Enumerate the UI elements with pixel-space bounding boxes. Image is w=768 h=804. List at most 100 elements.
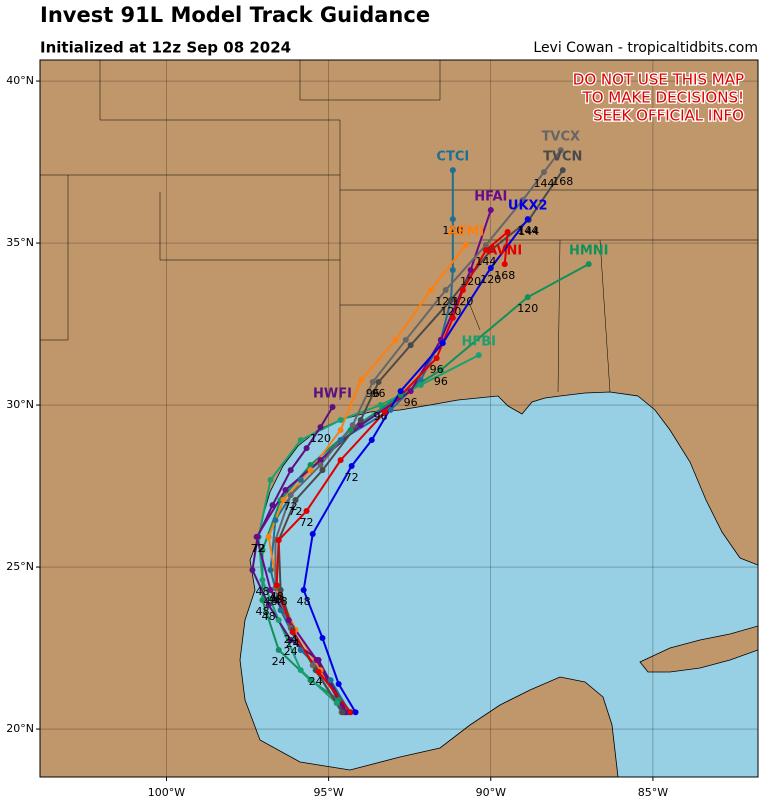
track-point (357, 422, 364, 429)
track-point (462, 242, 469, 249)
hour-label: 120 (440, 305, 461, 318)
track-point (459, 287, 466, 294)
hour-label: 96 (434, 375, 448, 388)
hour-label: 96 (404, 396, 418, 409)
hour-label: 24 (309, 675, 323, 688)
track-point (297, 437, 304, 444)
track-point (427, 287, 434, 294)
x-tick-label: 85°W (638, 786, 668, 799)
title: Invest 91L Model Track Guidance (40, 3, 430, 27)
x-tick-label: 95°W (313, 786, 343, 799)
warning-line: DO NOT USE THIS MAP (573, 71, 744, 89)
track-point (524, 216, 531, 223)
y-tick-label: 35°N (6, 236, 34, 249)
track-point (337, 457, 344, 464)
track-point (287, 636, 294, 643)
track-point (297, 476, 304, 483)
track-point (317, 461, 324, 468)
model-name: UKX2 (508, 199, 548, 214)
hour-label: 120 (442, 224, 463, 237)
track-point (259, 547, 266, 554)
hour-label: 72 (284, 500, 298, 513)
hour-label: 144 (517, 224, 538, 237)
track-point (559, 167, 566, 174)
map-base (40, 60, 758, 777)
hour-label: 48 (268, 593, 282, 606)
track-point (269, 502, 276, 509)
track-point (504, 229, 511, 236)
model-name: TVCN (543, 150, 582, 165)
track-point (259, 577, 266, 584)
border (340, 304, 481, 331)
hour-label: 24 (284, 645, 298, 658)
hour-label: 72 (345, 471, 359, 484)
warning-line: SEEK OFFICIAL INFO (593, 107, 744, 125)
track-point (407, 388, 414, 395)
track-point (285, 617, 292, 624)
border (40, 175, 69, 341)
track-point (387, 406, 394, 413)
track-point (313, 657, 320, 664)
hour-label: 144 (533, 177, 554, 190)
track-point (449, 314, 456, 321)
track-point (348, 462, 355, 469)
track-point (259, 597, 266, 604)
track-point (287, 467, 294, 474)
track-point (307, 677, 314, 684)
hour-label: 48 (270, 590, 284, 603)
track-point (439, 340, 446, 347)
track-point (519, 196, 526, 203)
track-point (307, 461, 314, 468)
hour-label: 144 (475, 255, 496, 268)
track-point (392, 336, 399, 343)
track-point (487, 207, 494, 214)
track-point (273, 582, 280, 589)
track-point (265, 533, 272, 540)
hour-label: 48 (297, 595, 311, 608)
track-point (349, 422, 356, 429)
model-name: AVNI (487, 244, 522, 259)
track-point (300, 587, 307, 594)
hour-label: 96 (372, 387, 386, 400)
track-point (307, 467, 314, 474)
track-point (540, 169, 547, 176)
track-point (289, 629, 296, 636)
track-point (337, 416, 344, 423)
track-point (337, 427, 344, 434)
hour-label: 24 (272, 655, 286, 668)
hour-label: 96 (366, 387, 380, 400)
model-name: HFAI (474, 190, 507, 205)
hour-label: 120 (310, 432, 331, 445)
x-tick-label: 100°W (148, 786, 185, 799)
track-point (265, 601, 272, 608)
track-point (442, 287, 449, 294)
hour-label: 48 (255, 605, 269, 618)
border (299, 60, 441, 101)
x-tick-label: 90°W (476, 786, 506, 799)
track-point (309, 662, 316, 669)
map-frame (39, 59, 759, 778)
track-point (277, 587, 284, 594)
track-point (329, 403, 336, 410)
track-point (287, 492, 294, 499)
track-point (267, 476, 274, 483)
hour-label: 96 (430, 363, 444, 376)
tracks: 120 CTCI 24 48 96 120 HMNI 48 72 96 HFBI AEMI 24 48 72… (249, 130, 608, 716)
hour-label: 24 (284, 633, 298, 646)
track-point (585, 261, 592, 268)
model-name: AEMI (447, 225, 484, 240)
track-point (327, 677, 334, 684)
track-point (272, 517, 279, 524)
track-point (249, 566, 256, 573)
track-point (277, 607, 284, 614)
border (557, 239, 561, 393)
track-point (267, 566, 274, 573)
track-point (447, 297, 454, 304)
track-point (381, 409, 388, 416)
track-point (267, 587, 274, 594)
track-point (333, 700, 340, 707)
track-point (397, 388, 404, 395)
hour-label: 72 (300, 516, 314, 529)
track-point (437, 367, 444, 374)
track-point (369, 379, 376, 386)
